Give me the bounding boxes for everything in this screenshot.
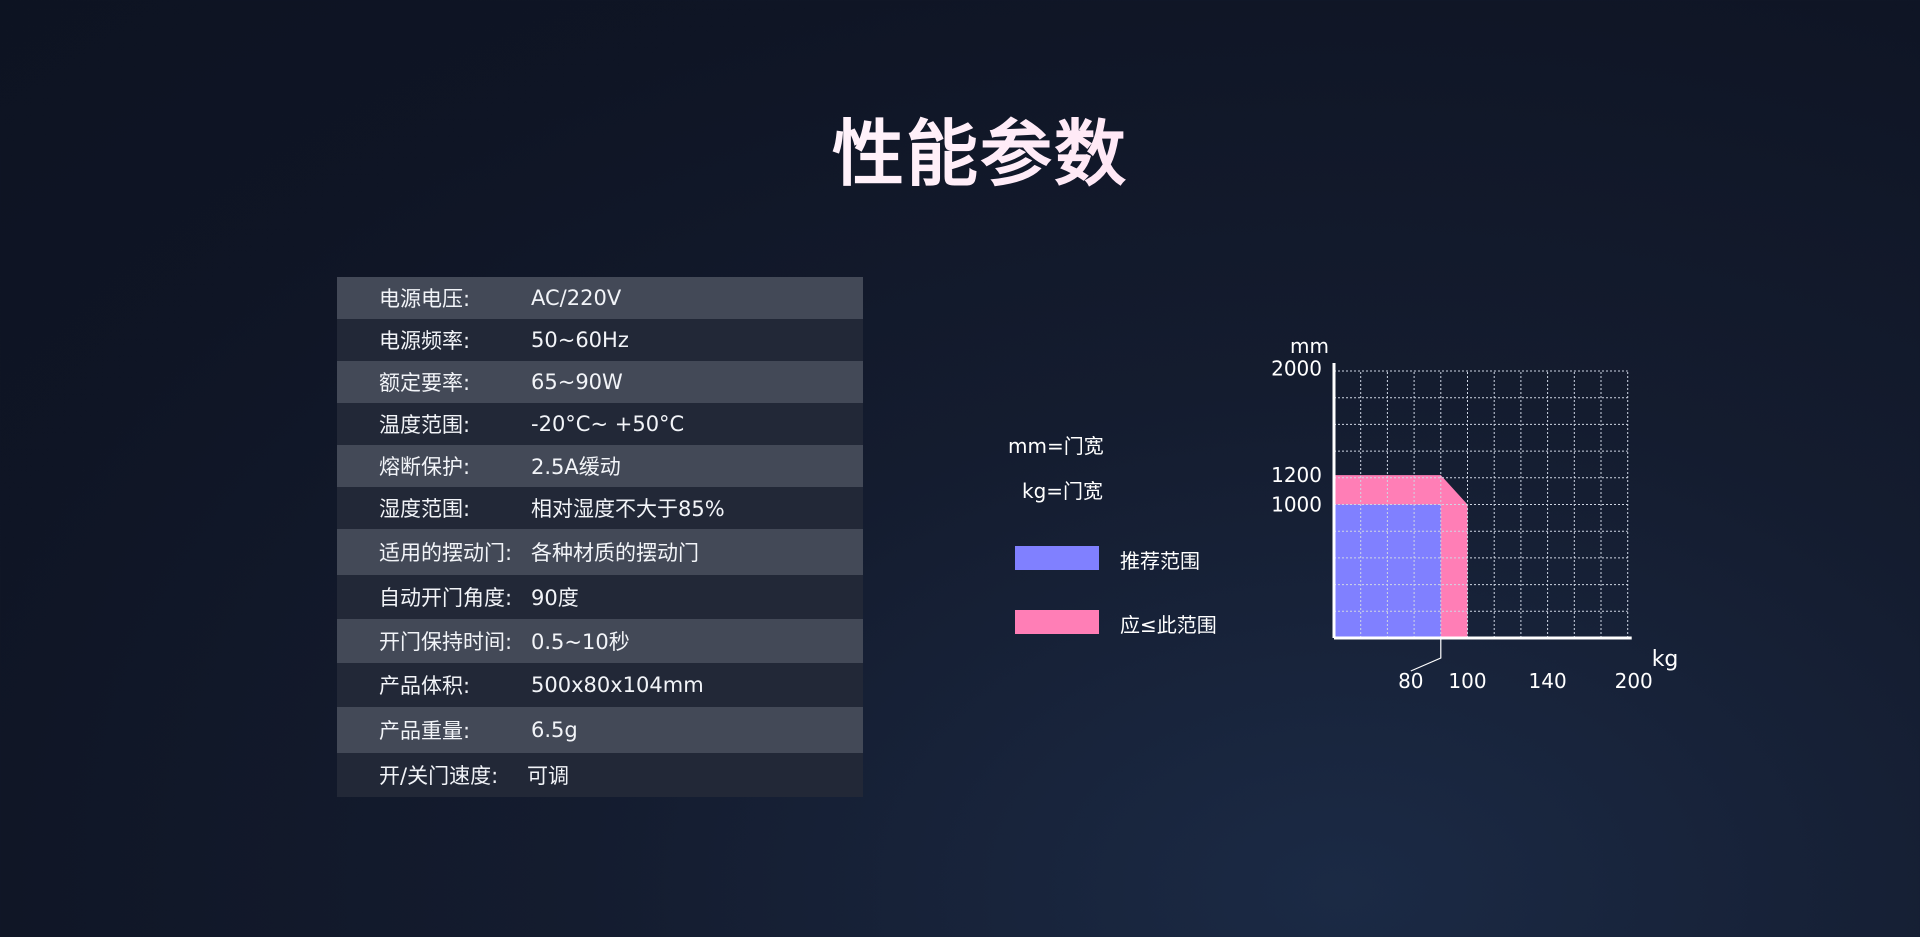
spec-value: AC/220V: [531, 286, 622, 310]
x-tick-label: 80: [1398, 669, 1423, 693]
spec-label: 适用的摆动门:: [379, 541, 513, 565]
spec-row: 产品重量: 6.5g: [337, 707, 863, 753]
spec-row: 开门保持时间: 0.5~10秒: [337, 619, 863, 663]
spec-label: 开/关门速度:: [379, 764, 499, 788]
legend-label-recommended: 推荐范围: [1120, 549, 1200, 573]
x-tick-label: 200: [1615, 669, 1653, 693]
x-tick-label: 140: [1529, 669, 1567, 693]
spec-label: 自动开门角度:: [379, 586, 513, 610]
spec-value: 可调: [527, 764, 569, 788]
y-axis-label: mm: [1290, 334, 1329, 358]
spec-label: 额定要率:: [379, 371, 471, 395]
spec-label: 开门保持时间:: [379, 630, 513, 654]
y-tick-label: 1000: [1271, 493, 1322, 517]
spec-row: 熔断保护: 2.5A缓动: [337, 445, 863, 487]
spec-row: 电源频率: 50~60Hz: [337, 319, 863, 361]
spec-row: 电源电压: AC/220V: [337, 277, 863, 319]
spec-label: 熔断保护:: [379, 455, 471, 479]
x-axis-label: kg: [1652, 647, 1679, 672]
legend-label-limit: 应≤此范围: [1120, 613, 1217, 637]
spec-row: 湿度范围: 相对湿度不大于85%: [337, 487, 863, 529]
spec-value: 65~90W: [531, 370, 623, 394]
spec-table: 电源电压: AC/220V 电源频率: 50~60Hz 额定要率: 65~90W…: [337, 277, 863, 797]
spec-value: 500x80x104mm: [531, 673, 704, 697]
spec-row: 额定要率: 65~90W: [337, 361, 863, 403]
spec-label: 电源频率:: [379, 329, 471, 353]
spec-value: -20°C~ +50°C: [531, 412, 685, 436]
spec-row: 产品体积: 500x80x104mm: [337, 663, 863, 707]
y-tick-label: 2000: [1271, 356, 1322, 380]
spec-value: 相对湿度不大于85%: [531, 497, 725, 521]
range-chart: mm kg 2000 1200 1000 80 100 140 200: [1271, 334, 1679, 693]
spec-value: 0.5~10秒: [531, 630, 630, 654]
spec-label: 电源电压:: [379, 287, 471, 311]
legend-swatch-recommended: [1015, 546, 1099, 570]
spec-label: 产品体积:: [379, 674, 471, 698]
spec-value: 50~60Hz: [531, 328, 629, 352]
spec-value: 2.5A缓动: [531, 455, 621, 479]
spec-row: 开/关门速度: 可调: [337, 753, 863, 797]
spec-label: 湿度范围:: [379, 497, 471, 521]
spec-label: 产品重量:: [379, 719, 471, 743]
spec-row: 温度范围: -20°C~ +50°C: [337, 403, 863, 445]
legend-unit-kg: kg=门宽: [1022, 479, 1104, 503]
recommended-region: [1334, 504, 1441, 638]
page-title: 性能参数: [0, 95, 1920, 200]
spec-value: 6.5g: [531, 718, 578, 742]
x-tick-label: 100: [1448, 669, 1486, 693]
y-tick-label: 1200: [1271, 463, 1322, 487]
legend-swatch-limit: [1015, 610, 1099, 634]
legend-unit-mm: mm=门宽: [1008, 434, 1104, 458]
spec-value: 90度: [531, 586, 579, 610]
spec-row: 自动开门角度: 90度: [337, 575, 863, 619]
spec-label: 温度范围:: [379, 413, 471, 437]
tick-leader-line: [1410, 638, 1442, 672]
spec-value: 各种材质的摆动门: [531, 541, 699, 565]
spec-row: 适用的摆动门: 各种材质的摆动门: [337, 529, 863, 575]
